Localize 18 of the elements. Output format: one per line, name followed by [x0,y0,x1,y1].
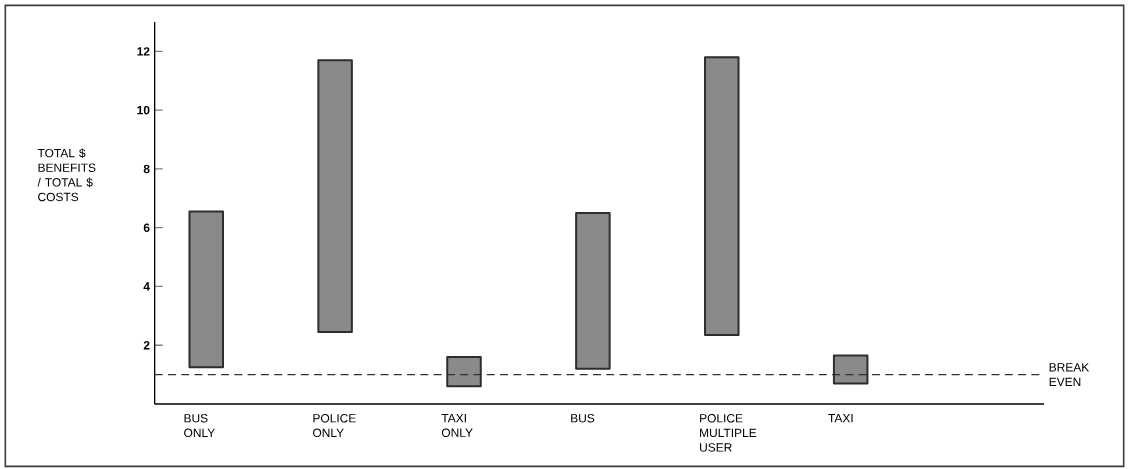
x-tick-label: TAXI [828,414,853,423]
y-tick-label: 8 [143,164,150,174]
bar [575,212,611,370]
x-tick-label: BUS [571,414,595,423]
bar [188,210,224,369]
y-tick-label: 4 [143,282,150,291]
bar [317,59,353,334]
ref-line-label: BREAK EVEN [1049,363,1090,387]
bar [704,56,740,336]
x-tick-label: POLICE MULTIPLE USER [700,414,757,452]
y-axis-title: TOTAL $ BENEFITS / TOTAL $ COSTS [37,148,96,202]
x-tick-label: POLICE ONLY [313,414,356,438]
y-tick-label: 6 [143,223,150,232]
y-tick-label: 2 [143,341,150,350]
x-tick-label: BUS ONLY [184,414,215,438]
y-tick-label: 12 [137,47,150,56]
x-tick-label: TAXI ONLY [441,414,473,437]
y-tick-label: 10 [137,105,150,115]
